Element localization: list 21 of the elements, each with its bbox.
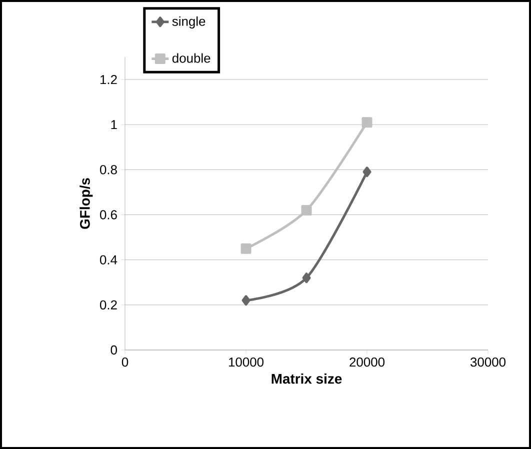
legend-label: single [172, 16, 206, 28]
point [242, 295, 250, 306]
y-tick-label: 1 [111, 120, 117, 130]
point [240, 243, 252, 254]
y-tick-label: 0.4 [100, 255, 118, 264]
y-tick-label: 0.2 [100, 300, 117, 310]
x-tick-label: 0 [122, 358, 128, 367]
y-tick-label: 0.6 [100, 210, 117, 220]
x-tick-label: 10000 [228, 358, 264, 367]
x-axis-title: Matrix size [272, 374, 342, 384]
legend-label: double [172, 53, 210, 63]
x-tick-label: 20000 [350, 358, 385, 367]
point [362, 166, 372, 178]
point [301, 204, 312, 216]
point [302, 272, 311, 284]
y-tick-label: 0 [110, 345, 117, 355]
point [362, 117, 372, 128]
y-tick-label: 0.8 [100, 165, 117, 174]
y-axis-title: GFlop/s [80, 178, 93, 229]
x-tick-label: 30000 [470, 358, 506, 367]
y-tick-label: 1.2 [100, 75, 117, 84]
